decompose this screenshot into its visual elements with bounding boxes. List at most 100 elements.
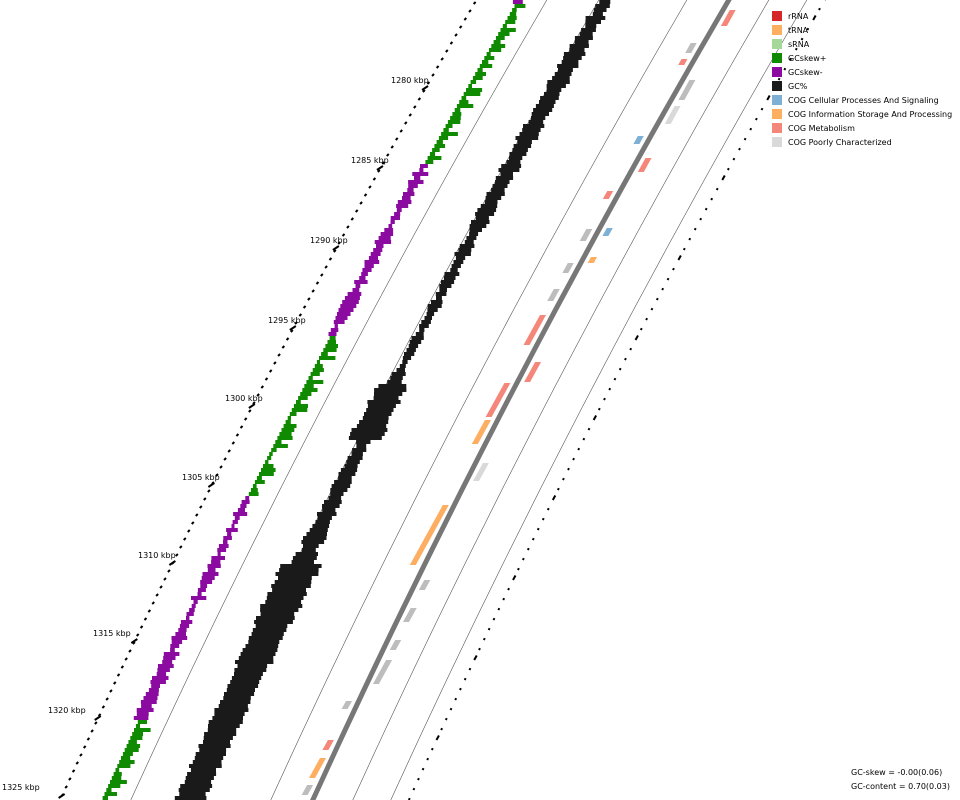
gc-content-segment: [266, 596, 304, 600]
gc-skew-segment: [223, 536, 232, 540]
gc-skew-segment: [250, 488, 258, 492]
tick-label-1290: 1290 kbp: [310, 236, 348, 245]
gc-content-segment: [272, 588, 306, 592]
tick-mark: [97, 713, 102, 717]
gc-skew-segment: [335, 316, 348, 320]
gc-skew-segment: [163, 652, 180, 656]
gc-content-segment: [204, 732, 237, 736]
gc-skew-segment: [126, 744, 141, 748]
gc-content-segment: [498, 168, 520, 172]
gc-skew-segment: [338, 308, 354, 312]
tick-mark: [268, 369, 273, 373]
gc-skew-segment: [352, 288, 360, 292]
gc-skew-segment: [134, 728, 151, 732]
tick-mark: [435, 65, 440, 69]
gc-content-segment: [391, 372, 406, 376]
gc-skew-segment: [302, 388, 318, 392]
gene-feature: [523, 315, 546, 345]
gc-content-segment: [301, 540, 325, 544]
gc-skew-segment: [200, 584, 208, 588]
tick-mark: [68, 777, 72, 781]
legend-item-gcskew-minus: GCskew-: [772, 65, 952, 79]
gc-content-segment: [220, 700, 251, 704]
inner-tick-mark: [783, 67, 787, 71]
gc-content-segment: [309, 528, 328, 532]
gc-content-segment: [180, 784, 213, 788]
gc-skew-segment: [163, 656, 176, 660]
tick-mark: [386, 153, 390, 157]
gc-content-segment: [317, 516, 332, 520]
gc-content-segment: [475, 212, 495, 216]
inner-tick-mark: [624, 357, 627, 361]
gene-feature: [587, 257, 597, 263]
gc-skew-segment: [344, 296, 360, 300]
inner-tick-mark: [492, 617, 496, 621]
gc-content-segment: [544, 92, 560, 96]
gc-skew-segment: [128, 740, 137, 744]
tick-mark: [90, 729, 94, 733]
gc-skew-segment: [240, 504, 247, 508]
gc-skew-segment: [300, 392, 312, 396]
tick-mark: [151, 601, 155, 605]
gc-content-segment: [260, 612, 295, 616]
gc-content-segment: [367, 404, 396, 408]
inner-tick-mark: [766, 95, 771, 101]
tick-mark: [132, 641, 136, 645]
gc-skew-segment: [245, 496, 250, 500]
gc-content-segment: [581, 28, 596, 32]
gc-content-segment: [427, 308, 438, 312]
gc-skew-segment: [505, 20, 516, 24]
major-tick-mark: [289, 325, 297, 331]
tick-mark: [281, 345, 286, 349]
tick-mark: [105, 697, 109, 701]
gc-skew-segment: [283, 424, 297, 428]
gc-skew-segment: [289, 412, 297, 416]
gc-content-segment: [331, 484, 351, 488]
tick-label-1305: 1305 kbp: [182, 473, 220, 482]
gene-feature: [664, 106, 681, 124]
tick-mark: [458, 25, 463, 29]
tick-mark: [139, 625, 144, 629]
gc-skew-segment: [179, 624, 190, 628]
inner-tick-mark: [512, 575, 517, 581]
gc-skew-segment: [472, 76, 483, 80]
gc-content-segment: [374, 388, 407, 392]
gene-feature: [685, 43, 697, 53]
gc-skew-segment: [136, 712, 149, 716]
gc-skew-segment: [408, 180, 424, 184]
gc-skew-segment: [319, 356, 336, 360]
gc-skew-segment: [211, 560, 221, 564]
gc-skew-segment: [111, 776, 122, 780]
legend-item-trna: tRNA: [772, 23, 952, 37]
gc-skew-segment: [327, 340, 336, 344]
tick-mark: [159, 585, 163, 589]
gc-content-segment: [528, 120, 544, 124]
gc-skew-segment: [514, 4, 526, 8]
gc-content-segment: [495, 176, 514, 180]
legend-swatch: [772, 95, 782, 105]
legend-swatch: [772, 67, 782, 77]
gc-skew-segment: [141, 704, 152, 708]
gc-content-segment: [227, 684, 259, 688]
gc-skew-segment: [509, 12, 517, 16]
gc-skew-segment: [342, 300, 359, 304]
gc-skew-segment: [263, 464, 274, 468]
inner-tick-mark: [517, 567, 520, 571]
tick-mark: [294, 321, 298, 325]
gc-skew-segment: [226, 528, 238, 532]
gc-content-segment: [378, 384, 407, 388]
inner-tick-mark: [613, 377, 617, 381]
gc-content-segment: [595, 4, 610, 8]
gc-content-segment: [338, 476, 352, 480]
gc-content-segment: [373, 396, 399, 400]
gc-content-segment: [443, 276, 456, 280]
gc-content-stat: GC-content = 0.70(0.03): [851, 782, 950, 791]
gc-content-segment: [366, 408, 394, 412]
gc-skew-segment: [441, 132, 458, 136]
tick-mark: [381, 161, 385, 165]
legend-label: tRNA: [788, 25, 809, 35]
gc-skew-segment: [171, 640, 183, 644]
gene-feature: [301, 785, 314, 795]
tick-mark: [472, 1, 477, 5]
gc-content-segment: [346, 460, 360, 464]
